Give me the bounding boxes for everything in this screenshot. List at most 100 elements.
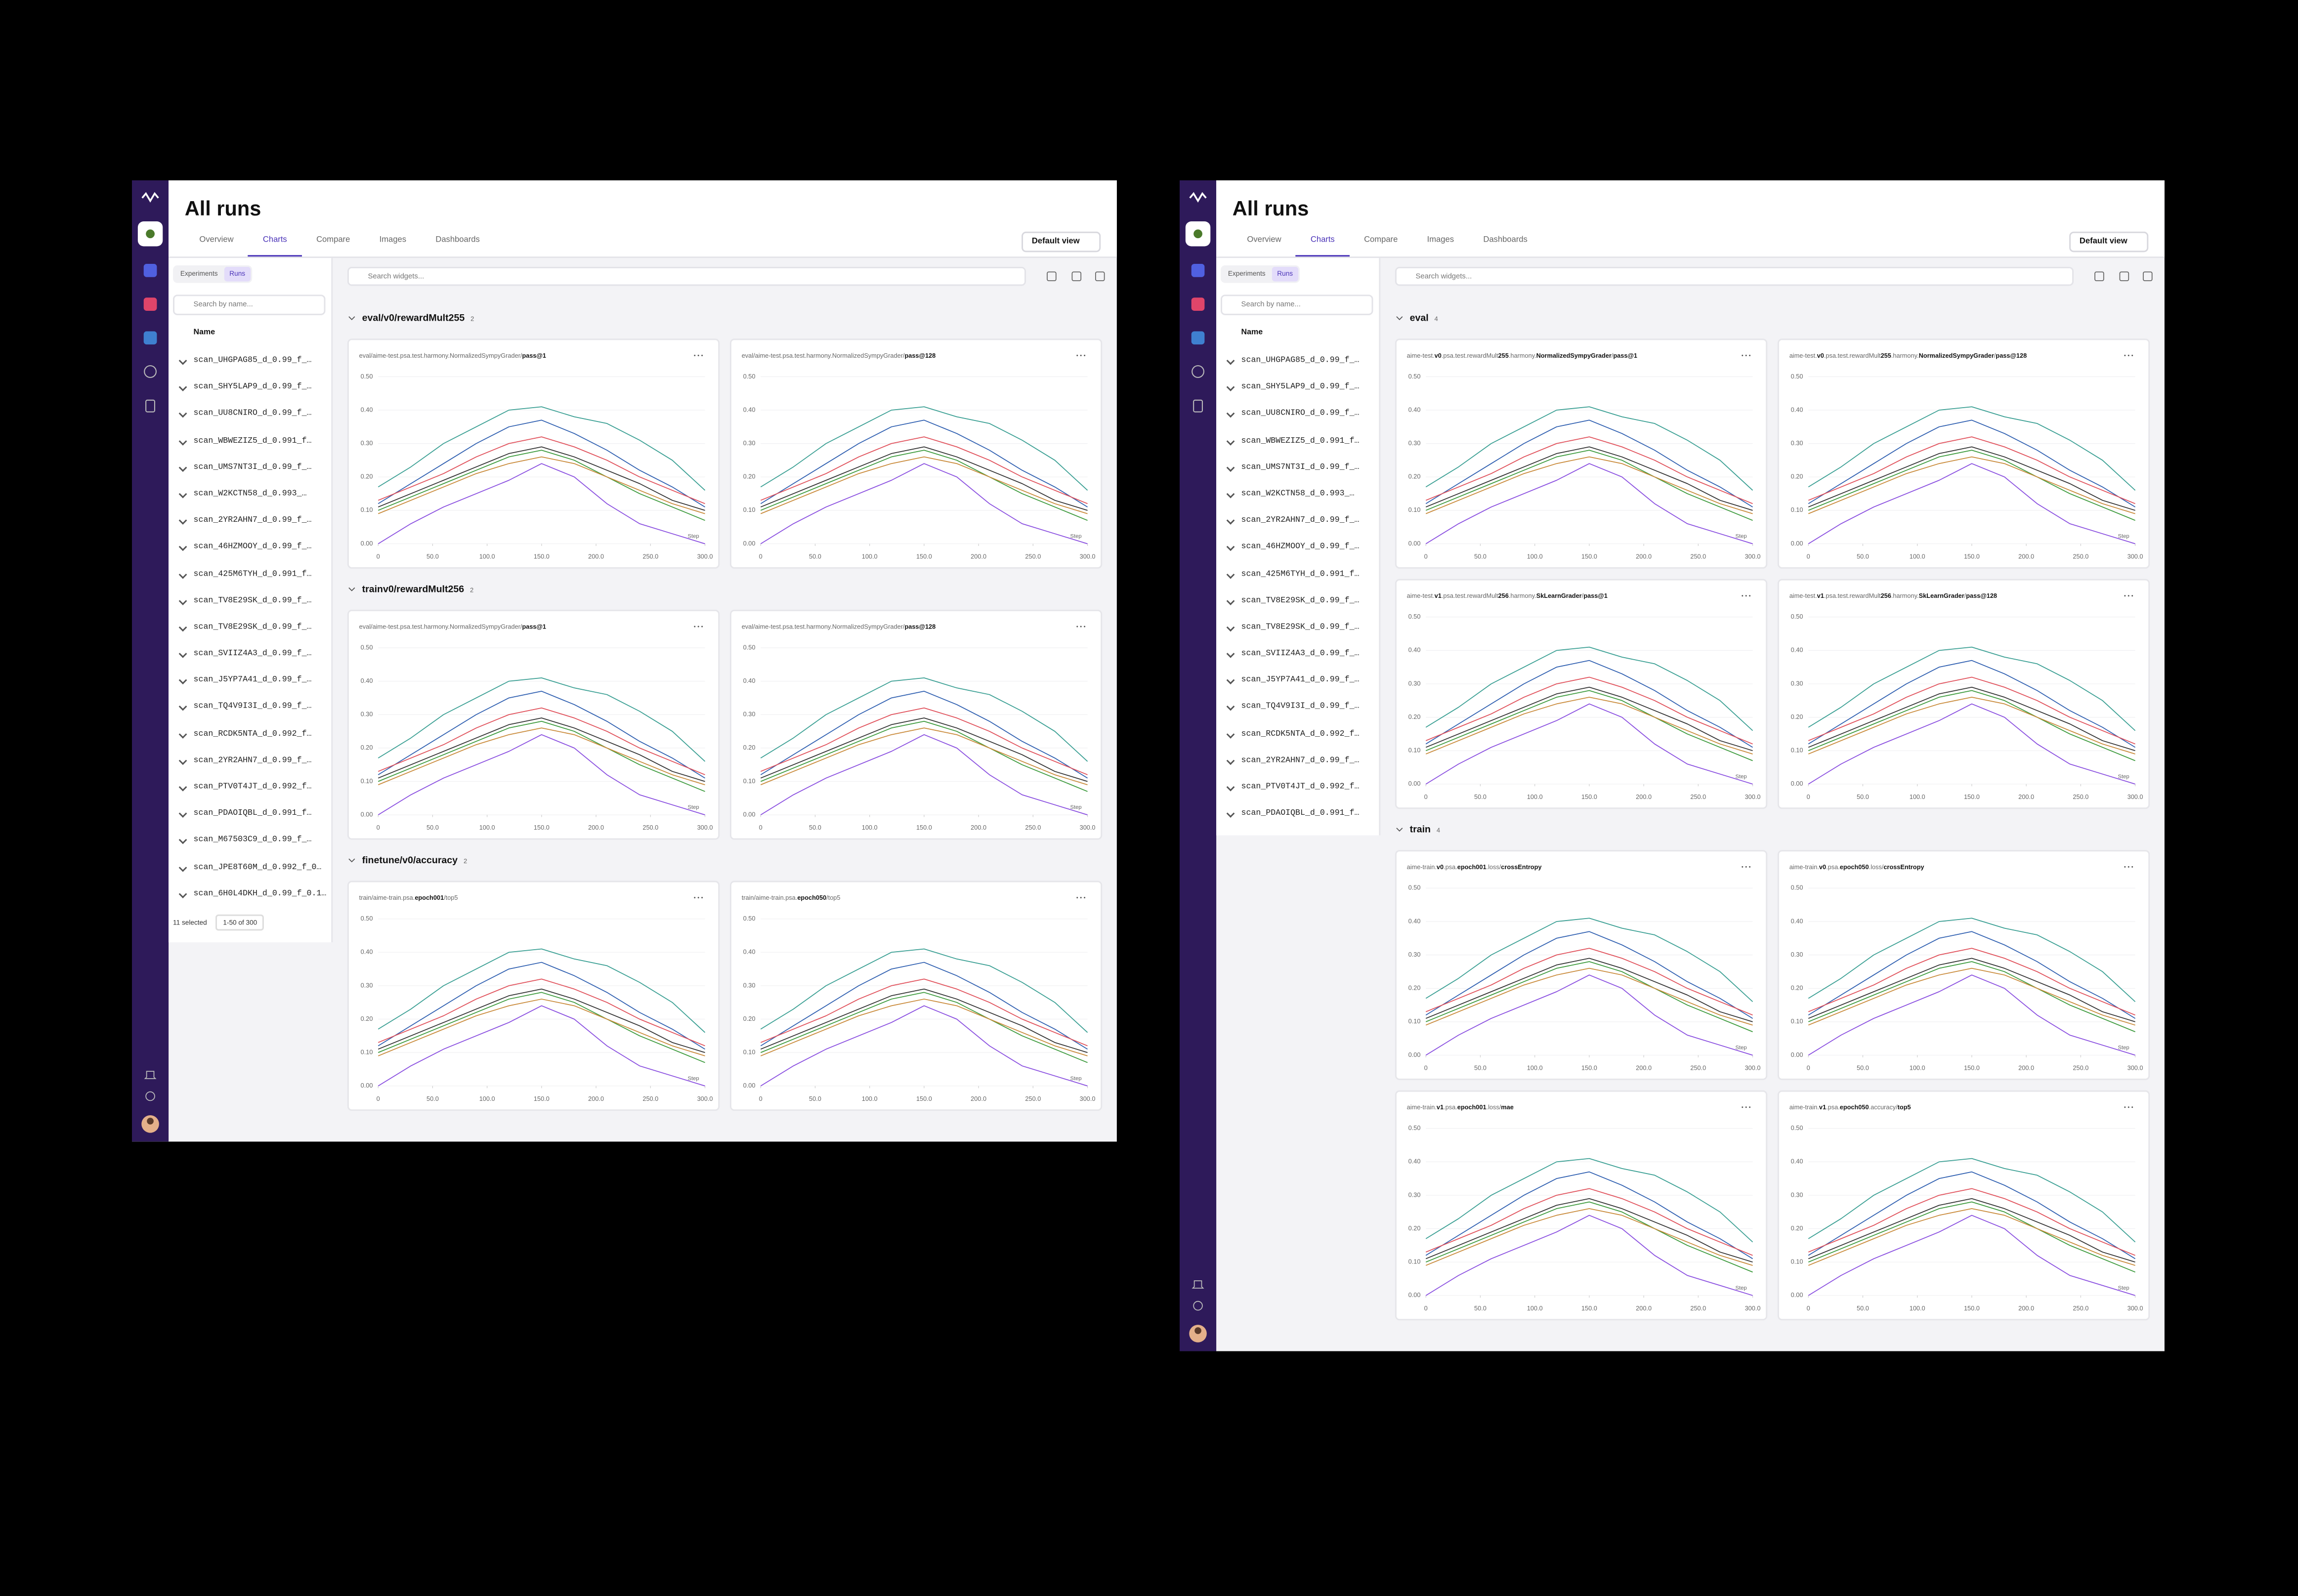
run-row[interactable]: scan_2YR2AHN7_d_0.99_f_… [169, 507, 331, 534]
chart-menu[interactable] [1742, 354, 1751, 356]
y-tick-label: 0.30 [1408, 439, 1421, 447]
run-row[interactable]: scan_TV8E29SK_d_0.99_f_… [169, 614, 331, 640]
run-row[interactable]: scan_46HZMOOY_d_0.99_f_… [169, 534, 331, 561]
chart-menu[interactable] [2124, 595, 2133, 597]
run-row[interactable]: scan_TQ4V9I3I_d_0.99_f_… [169, 694, 331, 720]
pagination[interactable]: 1-50 of 300 [215, 915, 265, 931]
x-axis-label: Step [1736, 1285, 1747, 1291]
run-row[interactable]: scan_UMS7NT3I_d_0.99_f_… [169, 454, 331, 481]
run-row[interactable]: scan_TV8E29SK_d_0.99_f_… [169, 588, 331, 614]
run-row[interactable]: scan_UU8CNIRO_d_0.99_f_… [169, 401, 331, 427]
icon-button[interactable] [1091, 267, 1110, 286]
chart-menu[interactable] [2124, 354, 2133, 356]
tab[interactable]: Dashboards [435, 236, 480, 245]
series-line [1425, 918, 1753, 1002]
run-row[interactable]: scan_TV8E29SK_d_0.99_f_… [1216, 588, 1379, 614]
run-row[interactable]: scan_2YR2AHN7_d_0.99_f_… [1216, 747, 1379, 774]
widget-search[interactable]: Search widgets... [1395, 266, 2074, 286]
x-tick-label: 250.0 [1025, 553, 1041, 560]
run-row[interactable]: scan_WBWEZIZ5_d_0.991_f… [1216, 427, 1379, 454]
chart-menu[interactable] [1742, 866, 1751, 868]
chart-menu[interactable] [2124, 866, 2133, 868]
run-row[interactable]: scan_TQ4V9I3I_d_0.99_f_… [1216, 694, 1379, 720]
widget-search[interactable]: Search widgets... [347, 266, 1026, 286]
section-header[interactable]: eval 4 [1395, 308, 2150, 329]
chart-title-part: epoch001 [1457, 1103, 1487, 1111]
run-row[interactable]: scan_JPE8T60M_d_0.992_f_0… [169, 854, 331, 881]
section-header[interactable]: eval/v0/rewardMult255 2 [347, 308, 1102, 329]
run-search[interactable]: Search by name... [1221, 294, 1373, 315]
series-line [760, 978, 1088, 1047]
view-button[interactable]: Default view [2069, 231, 2149, 252]
run-row[interactable]: scan_PTV0T4JT_d_0.992_f… [1216, 774, 1379, 800]
run-row[interactable]: scan_PTV0T4JT_d_0.992_f… [169, 774, 331, 800]
run-row[interactable]: scan_SHY5LAP9_d_0.99_f_… [169, 374, 331, 401]
chart-menu[interactable] [694, 626, 703, 628]
tab[interactable]: Compare [1364, 236, 1398, 245]
icon-button[interactable] [2115, 267, 2134, 286]
run-row[interactable]: scan_2YR2AHN7_d_0.99_f_… [169, 747, 331, 774]
tab[interactable]: Overview [199, 236, 234, 245]
chart-menu[interactable] [1742, 595, 1751, 597]
icon-button[interactable] [1067, 267, 1086, 286]
run-row[interactable]: scan_M67503C9_d_0.99_f_… [169, 827, 331, 854]
tab[interactable]: Compare [316, 236, 350, 245]
toggle-option[interactable]: Experiments [1228, 269, 1266, 277]
chart-menu[interactable] [2124, 1106, 2133, 1108]
run-search[interactable]: Search by name... [173, 294, 326, 315]
run-row[interactable]: scan_RCDK5NTA_d_0.992_f… [1216, 720, 1379, 747]
chart-menu[interactable] [1076, 354, 1086, 356]
tab[interactable]: Overview [1247, 236, 1281, 245]
run-row[interactable]: scan_W2KCTN58_d_0.993_… [169, 481, 331, 507]
toggle-option[interactable]: Experiments [180, 269, 218, 277]
run-row[interactable]: scan_PDAOIQBL_d_0.991_f… [1216, 800, 1379, 827]
chart-title-part: SkLearnGrader [1918, 592, 1964, 600]
icon-button[interactable] [1042, 267, 1062, 286]
run-row[interactable]: scan_46HZMOOY_d_0.99_f_… [1216, 534, 1379, 561]
section-header[interactable]: train 4 [1395, 819, 2150, 840]
toggle-option[interactable]: Runs [223, 266, 252, 282]
run-row[interactable]: scan_6H0L4DKH_d_0.99_f_0.1… [169, 881, 331, 907]
run-row[interactable]: scan_RCDK5NTA_d_0.992_f… [169, 720, 331, 747]
run-row[interactable]: scan_UMS7NT3I_d_0.99_f_… [1216, 454, 1379, 481]
run-row[interactable]: scan_J5YP7A41_d_0.99_f_… [1216, 667, 1379, 694]
series-line [378, 446, 705, 511]
chart-menu[interactable] [694, 897, 703, 899]
menu-dot [1080, 626, 1082, 628]
run-row[interactable]: scan_TV8E29SK_d_0.99_f_… [1216, 614, 1379, 640]
toggle-option[interactable]: Runs [1271, 266, 1299, 282]
run-row[interactable]: scan_UU8CNIRO_d_0.99_f_… [1216, 401, 1379, 427]
run-row[interactable]: scan_2YR2AHN7_d_0.99_f_… [1216, 507, 1379, 534]
run-row[interactable]: scan_WBWEZIZ5_d_0.991_f… [169, 427, 331, 454]
tab[interactable]: Images [1427, 236, 1454, 245]
view-button[interactable]: Default view [1021, 231, 1101, 252]
y-tick-label: 0.50 [743, 643, 756, 651]
chart-menu[interactable] [1742, 1106, 1751, 1108]
run-row[interactable]: scan_425M6TYH_d_0.991_f… [1216, 561, 1379, 588]
icon-button[interactable] [2138, 267, 2158, 286]
run-row[interactable]: scan_J5YP7A41_d_0.99_f_… [169, 667, 331, 694]
tab[interactable]: Images [379, 236, 407, 245]
run-row[interactable]: scan_425M6TYH_d_0.991_f… [169, 561, 331, 588]
tab[interactable]: Charts [248, 233, 302, 257]
run-row[interactable]: scan_UHGPAG85_d_0.99_f_… [1216, 347, 1379, 374]
y-tick-label: 0.40 [1408, 646, 1421, 654]
y-tick-label: 0.10 [1791, 1017, 1803, 1025]
chart-menu[interactable] [1076, 897, 1086, 899]
run-row[interactable]: scan_SVIIZ4A3_d_0.99_f_… [169, 640, 331, 667]
icon-button[interactable] [2090, 267, 2109, 286]
run-row[interactable]: scan_SVIIZ4A3_d_0.99_f_… [1216, 640, 1379, 667]
series-line [1425, 420, 1753, 507]
run-row[interactable]: scan_PDAOIQBL_d_0.991_f… [169, 800, 331, 827]
run-row[interactable]: scan_W2KCTN58_d_0.993_… [1216, 481, 1379, 507]
section-header[interactable]: trainv0/rewardMult256 2 [347, 579, 1102, 600]
section-header[interactable]: finetune/v0/accuracy 2 [347, 850, 1102, 871]
run-row[interactable]: scan_UHGPAG85_d_0.99_f_… [169, 347, 331, 374]
series-line [1425, 406, 1753, 491]
run-row[interactable]: scan_SHY5LAP9_d_0.99_f_… [1216, 374, 1379, 401]
tab[interactable]: Dashboards [1483, 236, 1528, 245]
tab[interactable]: Charts [1296, 233, 1350, 257]
chart-menu[interactable] [1076, 626, 1086, 628]
chart-menu[interactable] [694, 354, 703, 356]
